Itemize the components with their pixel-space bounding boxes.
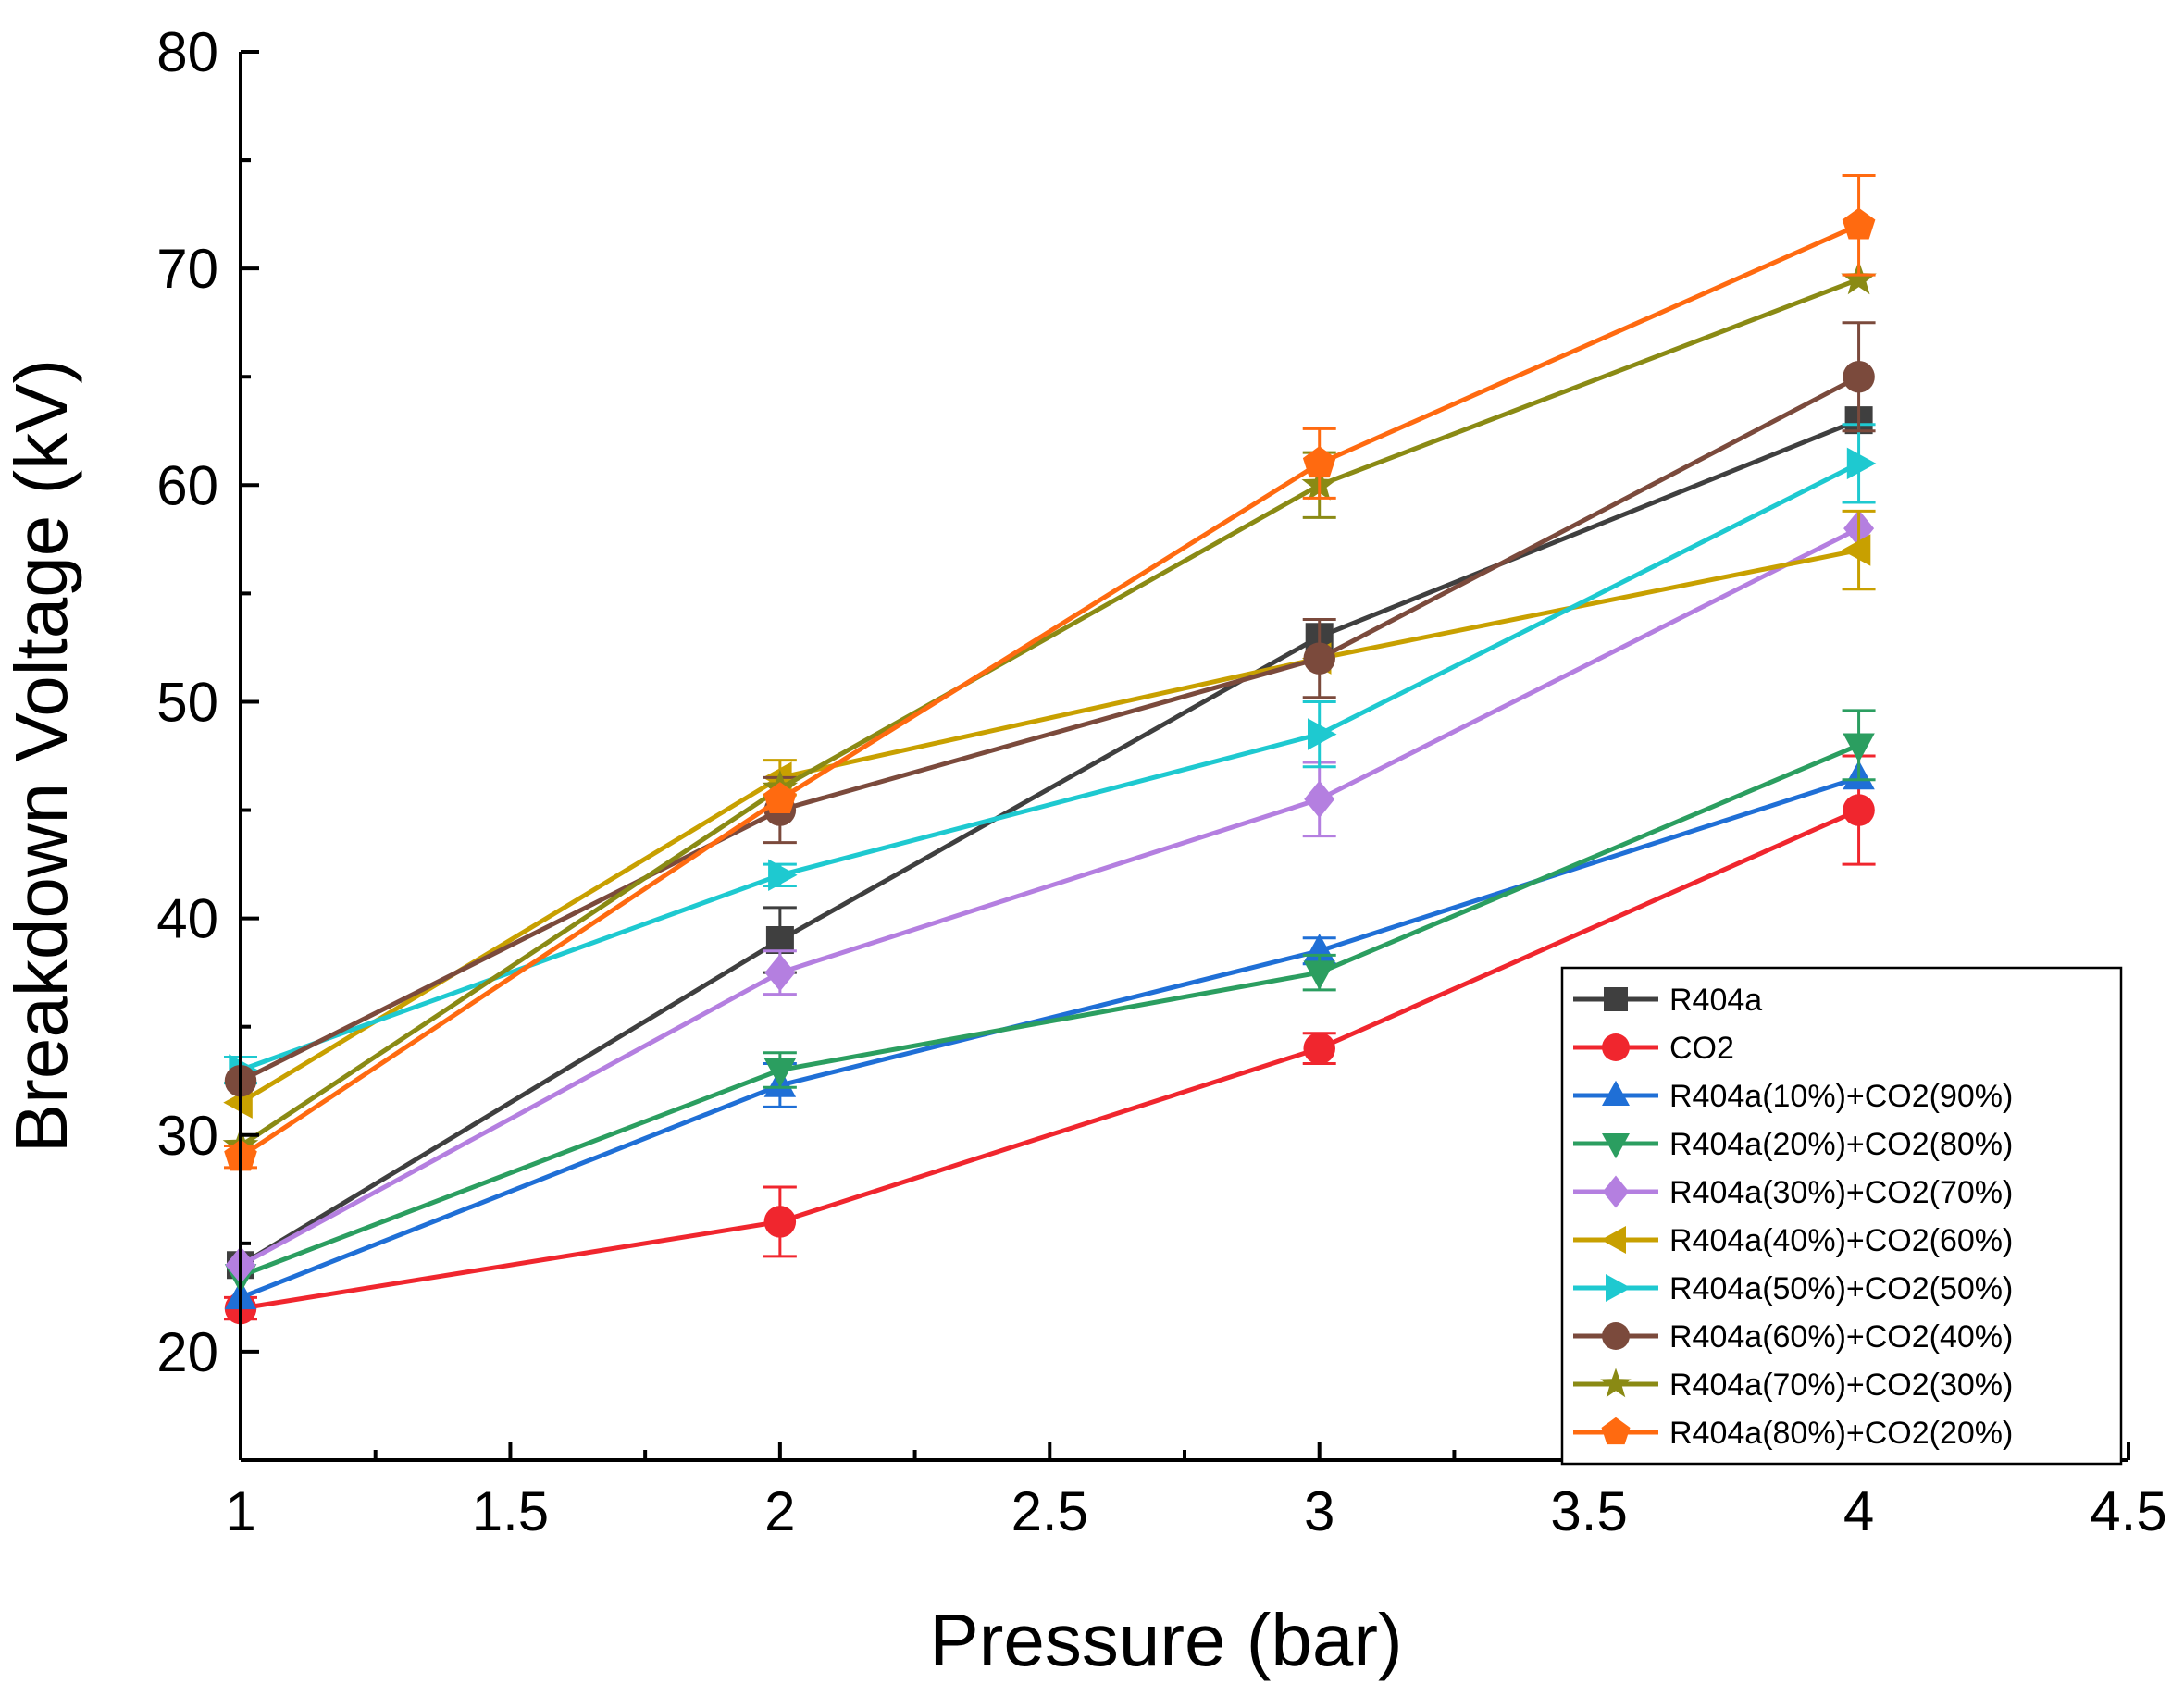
x-axis-title: Pressure (bar) xyxy=(929,1599,1402,1681)
legend-label: R404a(10%)+CO2(90%) xyxy=(1669,1079,2013,1114)
legend-item: R404a(40%)+CO2(60%) xyxy=(1573,1223,2013,1258)
x-tick-label: 3.5 xyxy=(1550,1480,1627,1542)
legend: R404a CO2 R404a(10%)+CO2(90%) R404a(20%)+CO… xyxy=(1560,966,2123,1466)
legend-label: R404a xyxy=(1669,983,1762,1018)
legend-marker xyxy=(1604,987,1628,1011)
legend-marker xyxy=(1601,1417,1631,1445)
tick-labels: 1 1.5 2 2.5 3 3.5 4 4.5 20 30 40 50 60 70 80 xyxy=(156,21,2166,1542)
series-line xyxy=(240,808,1860,1311)
series-line xyxy=(239,548,1860,1105)
legend-label: R404a(50%)+CO2(50%) xyxy=(1669,1271,2013,1306)
data-point xyxy=(763,782,797,813)
legend-item: R404a(20%)+CO2(80%) xyxy=(1573,1127,2013,1162)
data-point xyxy=(765,926,794,954)
legend-marker xyxy=(1602,1133,1630,1159)
data-point xyxy=(1303,1032,1335,1065)
series-line xyxy=(240,742,1860,1279)
data-point xyxy=(1304,780,1335,819)
legend-label: R404a(60%)+CO2(40%) xyxy=(1669,1319,2013,1355)
data-point xyxy=(1843,794,1875,826)
legend-label: CO2 xyxy=(1669,1031,1734,1066)
data-point xyxy=(763,1206,797,1238)
plot-content xyxy=(222,173,1877,1325)
legend-marker xyxy=(1602,1033,1630,1061)
data-point xyxy=(1308,718,1337,750)
data-point xyxy=(1841,534,1871,566)
x-tick-label: 4 xyxy=(1843,1480,1874,1542)
x-tick-label: 2.5 xyxy=(1011,1480,1088,1542)
legend-item: R404a xyxy=(1573,983,1762,1018)
data-point xyxy=(1843,360,1875,393)
legend-box xyxy=(1560,966,2123,1466)
data-point xyxy=(1303,960,1335,990)
series-line xyxy=(240,775,1860,1300)
y-tick-label: 80 xyxy=(156,21,218,83)
legend-marker xyxy=(1606,1274,1632,1302)
x-tick-label: 4.5 xyxy=(2090,1480,2166,1542)
legend-label: R404a(20%)+CO2(80%) xyxy=(1669,1127,2013,1162)
series-line xyxy=(240,461,1860,1072)
legend-marker xyxy=(1602,1080,1630,1106)
legend-item: R404a(60%)+CO2(40%) xyxy=(1573,1319,2013,1355)
y-axis-title: Breakdown Voltage (kV) xyxy=(0,359,82,1153)
x-tick-label: 2 xyxy=(764,1480,795,1542)
data-point xyxy=(1843,733,1875,762)
legend-marker xyxy=(1600,1226,1626,1254)
data-point xyxy=(1842,207,1876,240)
series-10 xyxy=(224,173,1876,1171)
y-tick-label: 30 xyxy=(156,1105,218,1167)
series-line xyxy=(239,374,1860,1083)
legend-marker xyxy=(1602,1175,1630,1208)
data-point xyxy=(764,953,796,992)
legend-item: R404a(50%)+CO2(50%) xyxy=(1573,1271,2013,1306)
legend-marker xyxy=(1602,1322,1630,1350)
x-tick-label: 1.5 xyxy=(472,1480,549,1542)
legend-item: R404a(10%)+CO2(90%) xyxy=(1573,1079,2013,1114)
legend-item: R404a(70%)+CO2(30%) xyxy=(1573,1368,2013,1403)
series-line xyxy=(239,526,1860,1268)
series-line xyxy=(239,277,1860,1148)
y-tick-label: 60 xyxy=(156,454,218,516)
legend-label: R404a(40%)+CO2(60%) xyxy=(1669,1223,2013,1258)
data-point xyxy=(1841,260,1877,295)
y-tick-label: 20 xyxy=(156,1321,218,1383)
legend-label: R404a(80%)+CO2(20%) xyxy=(1669,1416,2013,1451)
x-tick-label: 3 xyxy=(1304,1480,1334,1542)
legend-label: R404a(30%)+CO2(70%) xyxy=(1669,1175,2013,1210)
y-tick-label: 50 xyxy=(156,671,218,733)
data-point xyxy=(1302,446,1336,478)
legend-item: CO2 xyxy=(1573,1031,1734,1066)
x-tick-label: 1 xyxy=(225,1480,255,1542)
y-tick-label: 40 xyxy=(156,888,218,950)
data-point xyxy=(768,859,798,891)
series-line xyxy=(239,223,1860,1159)
data-point xyxy=(1846,447,1877,480)
legend-marker xyxy=(1600,1368,1632,1398)
data-point xyxy=(763,1058,797,1088)
series-line xyxy=(239,417,1860,1268)
legend-item: R404a(80%)+CO2(20%) xyxy=(1573,1416,2013,1451)
y-tick-label: 70 xyxy=(156,238,218,300)
data-point xyxy=(1303,642,1335,675)
legend-item: R404a(30%)+CO2(70%) xyxy=(1573,1175,2013,1210)
legend-label: R404a(70%)+CO2(30%) xyxy=(1669,1368,2013,1403)
